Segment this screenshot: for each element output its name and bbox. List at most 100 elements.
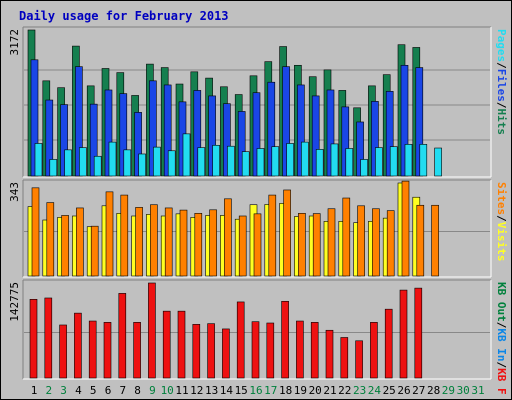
sites-bar xyxy=(312,213,321,277)
kbf-bar xyxy=(103,322,112,379)
chart-title: Daily usage for February 2013 xyxy=(19,9,229,23)
sites-bar xyxy=(105,191,114,277)
pages-bar xyxy=(212,144,220,177)
day-label: 2 xyxy=(45,384,52,397)
sites-bar xyxy=(416,204,425,277)
sites-bar xyxy=(298,213,306,277)
sites-bar xyxy=(268,194,277,277)
legend-entry: KB F xyxy=(495,368,508,395)
kbf-bar xyxy=(340,337,349,379)
kbf-bar xyxy=(192,324,201,379)
pages-bar xyxy=(34,143,43,177)
kbf-bar xyxy=(281,300,289,379)
kbf-bar xyxy=(399,289,408,379)
files-bar xyxy=(75,66,83,177)
legend-entry: / xyxy=(495,62,508,69)
day-label: 14 xyxy=(220,384,234,397)
kbf-bar xyxy=(177,310,186,379)
day-label: 11 xyxy=(175,384,188,397)
legend-entry: / xyxy=(495,102,508,109)
day-label: 12 xyxy=(190,384,203,397)
panel-3-legend-label: KB Out/KB In/KB F xyxy=(495,282,508,395)
day-label: 15 xyxy=(235,384,248,397)
panel-2-y-max-label: 343 xyxy=(8,182,21,202)
day-label: 6 xyxy=(105,384,112,397)
kbf-bar xyxy=(325,329,334,379)
files-bar xyxy=(89,103,98,177)
day-label: 29 xyxy=(442,384,455,397)
files-bar xyxy=(119,93,128,177)
sites-bar xyxy=(31,187,40,277)
panel-1-y-max-label: 3172 xyxy=(8,29,21,56)
files-bar xyxy=(237,111,246,177)
pages-bar xyxy=(153,146,161,177)
pages-bar xyxy=(256,148,265,177)
pages-bar xyxy=(241,151,250,177)
day-label: 18 xyxy=(279,384,292,397)
day-label: 3 xyxy=(60,384,67,397)
kbf-bar xyxy=(355,340,363,379)
files-bar xyxy=(297,84,305,177)
panel-1-legend-label: Pages/Files/Hits xyxy=(495,29,508,135)
sites-bar xyxy=(357,205,365,277)
pages-bar xyxy=(79,147,87,177)
sites-bar xyxy=(401,180,410,277)
pages-bar xyxy=(123,149,132,177)
kbf-bar xyxy=(296,320,304,379)
files-bar xyxy=(208,95,216,177)
kbf-bar xyxy=(74,312,82,379)
day-label: 25 xyxy=(383,384,396,397)
files-bar xyxy=(30,59,39,177)
pages-bar xyxy=(167,150,176,177)
files-bar xyxy=(282,66,290,177)
legend-entry: KB In xyxy=(495,328,508,361)
day-label: 28 xyxy=(427,384,440,397)
legend-entry: / xyxy=(495,215,508,222)
kbf-bar xyxy=(59,324,67,379)
files-bar xyxy=(104,89,113,177)
kbf-bar xyxy=(162,310,171,379)
files-bar xyxy=(45,99,54,177)
kbf-bar xyxy=(236,301,245,379)
files-bar xyxy=(371,101,379,177)
files-bar xyxy=(356,121,364,177)
sites-bar xyxy=(431,204,439,277)
kbf-bar xyxy=(118,293,127,379)
day-label: 19 xyxy=(294,384,307,397)
day-label: 30 xyxy=(457,384,470,397)
day-label: 13 xyxy=(205,384,218,397)
sites-bar xyxy=(194,213,203,277)
files-bar xyxy=(415,67,424,177)
day-label: 4 xyxy=(75,384,82,397)
day-label: 8 xyxy=(134,384,141,397)
sites-bar xyxy=(386,210,395,277)
pages-bar xyxy=(389,146,398,177)
pages-bar xyxy=(360,159,368,177)
legend-entry: Sites xyxy=(495,182,508,215)
sites-bar xyxy=(179,209,188,277)
pages-bar xyxy=(93,155,102,177)
kbf-bar xyxy=(310,322,319,379)
sites-bar xyxy=(120,194,129,277)
sites-bar xyxy=(76,207,84,277)
pages-bar xyxy=(182,133,191,177)
sites-bar xyxy=(224,198,232,277)
files-bar xyxy=(252,92,261,177)
files-bar xyxy=(400,64,409,177)
pages-bar xyxy=(138,153,146,177)
sites-bar xyxy=(90,225,99,277)
day-label: 16 xyxy=(249,384,262,397)
day-label: 20 xyxy=(309,384,322,397)
pages-bar xyxy=(315,149,324,177)
kbf-bar xyxy=(251,321,260,379)
pages-bar xyxy=(64,149,72,177)
sites-bar xyxy=(46,202,55,277)
day-label: 7 xyxy=(119,384,126,397)
files-bar xyxy=(341,106,350,177)
sites-bar xyxy=(327,208,336,277)
pages-bar xyxy=(108,141,117,177)
kbf-bar xyxy=(207,323,215,379)
pages-bar xyxy=(330,143,339,177)
files-bar xyxy=(163,84,172,177)
sites-bar xyxy=(283,189,291,277)
